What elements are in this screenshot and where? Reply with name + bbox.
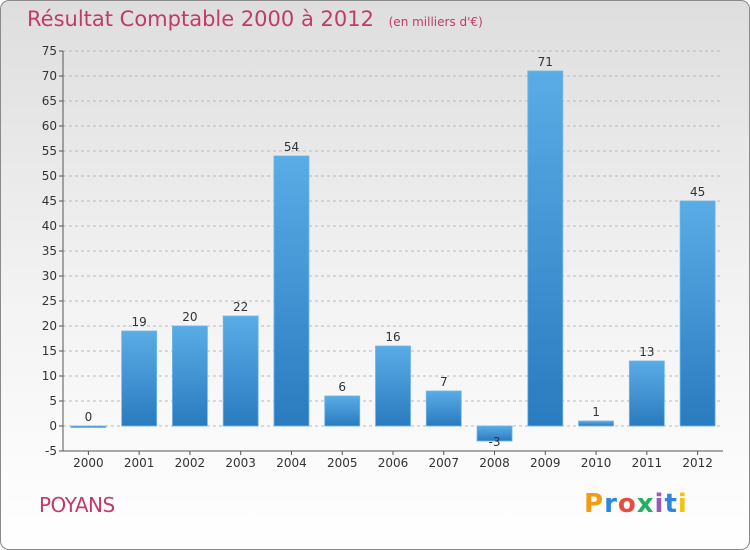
bar-2002 [172,325,208,427]
x-tick-label: 2009 [530,456,561,470]
title-text: Résultat Comptable 2000 à 2012 [27,7,374,31]
bar-2009 [527,70,564,427]
x-tick-label: 2010 [581,456,612,470]
x-tick-label: 2005 [327,456,358,470]
y-tick-label: 70 [42,69,57,83]
x-tick-label: 2003 [225,456,256,470]
x-tick-label: 2000 [73,456,104,470]
bars [70,70,716,442]
x-tick-label: 2006 [378,456,409,470]
x-axis: 2000 2001 2002 2003 2004 2005 2006 2007 2008 2009… [63,450,723,470]
commune-name: POYANS [39,493,115,517]
value-label-2005: 6 [338,380,346,394]
x-tick-label: 2001 [124,456,155,470]
value-label-2010: 1 [592,405,600,419]
value-label-2001: 19 [132,315,147,329]
logo-letter: P [584,489,605,519]
x-tick-label: 2012 [682,456,713,470]
logo-letter: t [664,489,678,519]
bar-2012 [679,200,716,427]
y-tick-label: 5 [49,394,57,408]
x-tick-label: 2011 [632,456,663,470]
logo-letter: x [636,489,655,519]
x-tick-label: 2008 [479,456,510,470]
bar-2006 [375,345,411,427]
bar-2011 [628,360,665,427]
bar-2008 [476,425,513,442]
bar-2003 [222,315,259,427]
value-label-2009: 71 [538,55,553,69]
value-label-2004: 54 [284,140,299,154]
chart-title: Résultat Comptable 2000 à 2012 (en milli… [27,7,483,31]
value-label-2002: 20 [182,310,197,324]
x-tick-label: 2007 [428,456,459,470]
bar-2004 [273,155,310,427]
value-label-2007: 7 [440,375,448,389]
value-label-2008: -3 [489,435,501,449]
logo-letter: i [654,489,665,519]
bar-2001 [121,330,158,427]
bar-2007 [425,390,462,427]
value-label-2006: 16 [385,330,400,344]
value-label-2012: 45 [690,185,705,199]
value-label-2011: 13 [639,345,654,359]
bar-2005 [324,395,361,427]
y-tick-label: 60 [42,119,57,133]
y-tick-label: 25 [42,294,57,308]
value-labels: 0 19 20 22 54 6 16 7 -3 71 1 13 45 [85,55,706,449]
y-tick-label: -5 [45,444,57,458]
logo-letter: o [617,489,637,519]
y-tick-label: 35 [42,244,57,258]
y-tick-label: 30 [42,269,57,283]
y-tick-label: 50 [42,169,57,183]
y-tick-label: 15 [42,344,57,358]
y-tick-label: 0 [49,419,57,433]
value-label-2003: 22 [233,300,248,314]
y-tick-label: 65 [42,94,57,108]
y-tick-label: 45 [42,194,57,208]
y-tick-label: 55 [42,144,57,158]
y-tick-label: 75 [42,44,57,58]
bar-2010 [578,420,614,427]
y-tick-label: 20 [42,319,57,333]
bar-2000 [70,425,107,428]
x-tick-label: 2004 [276,456,307,470]
x-tick-label: 2002 [175,456,206,470]
logo-letter: r [604,489,618,519]
proxiti-logo: Proxiti [584,489,688,519]
y-tick-label: 40 [42,219,57,233]
title-unit: (en milliers d'€) [388,15,483,29]
y-tick-label: 10 [42,369,57,383]
y-axis: -5 0 5 10 15 20 25 30 35 40 45 50 55 60 65 70 75 [42,44,64,458]
logo-letter: i [677,489,688,519]
value-label-2000: 0 [85,410,93,424]
